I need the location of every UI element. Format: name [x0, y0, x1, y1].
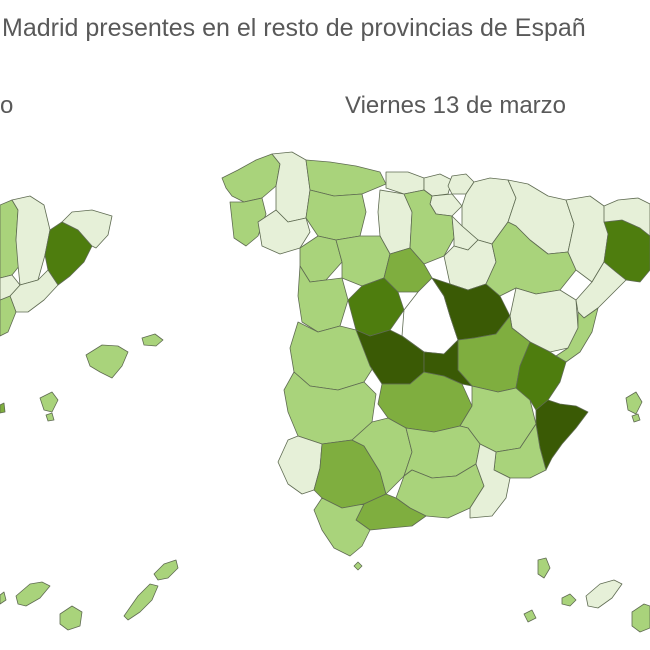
left-map-label: o [0, 92, 14, 119]
right-island-ibiza [625, 391, 643, 415]
right-province-zaragoza [485, 221, 577, 297]
right-province-salamanca [297, 265, 349, 333]
left-island-mallorca [85, 344, 129, 379]
right-province-asturias [305, 159, 387, 197]
right-island-la-palma [537, 557, 551, 579]
left-island-tenerife [15, 581, 51, 607]
left-island-lanzarote [153, 559, 179, 581]
right-map [221, 151, 650, 633]
left-island-menorca [141, 333, 164, 347]
right-province-pontevedra [229, 197, 267, 247]
left-province-teruel [0, 274, 21, 301]
left-province-girona [61, 209, 113, 249]
left-map [0, 195, 179, 631]
right-island-el-hierro [523, 609, 537, 623]
left-island-gran-canaria [59, 605, 83, 631]
right-ceuta [353, 561, 363, 571]
right-province-caceres [289, 321, 379, 391]
right-province-girona [603, 197, 650, 237]
left-island-fuerteventura [123, 583, 159, 621]
right-island-formentera [631, 413, 641, 423]
right-map-label: Viernes 13 de marzo [345, 92, 567, 119]
left-island-formentera [45, 412, 55, 422]
right-province-a-coruna [221, 153, 281, 203]
right-province-alicante [535, 399, 589, 471]
left-small-fragment [0, 402, 6, 414]
right-island-gran-canaria [631, 603, 650, 633]
page-title: Madrid presentes en el resto de provinci… [0, 14, 650, 48]
left-island-la-gomera [0, 591, 7, 605]
left-province-lleida [11, 195, 51, 286]
right-island-la-gomera [561, 593, 577, 607]
right-province-cantabria [385, 171, 425, 195]
right-province-zamora [299, 235, 343, 283]
right-province-cadiz [313, 497, 371, 557]
right-province-almeria [469, 443, 511, 519]
right-province-leon [305, 189, 367, 241]
left-island-ibiza [39, 391, 59, 413]
right-province-ourense [257, 209, 311, 255]
page-title-text: Madrid presentes en el resto de provinci… [2, 14, 586, 42]
right-island-tenerife [585, 579, 623, 609]
